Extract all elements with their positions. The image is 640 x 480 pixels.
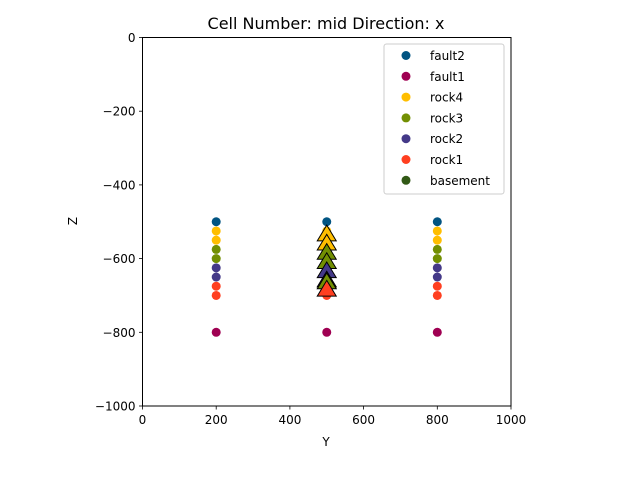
data-point-rock2 (211, 272, 221, 282)
y-tick-label: −1000 (95, 400, 136, 414)
x-tick-label: 200 (205, 413, 228, 427)
chart-title: Cell Number: mid Direction: x (208, 14, 445, 33)
legend-label-fault2: fault2 (430, 49, 465, 63)
data-point-rock1 (432, 281, 442, 291)
x-tick-label: 600 (352, 413, 375, 427)
y-tick-label: −600 (103, 252, 136, 266)
data-point-rock3 (211, 244, 221, 254)
data-point-rock3 (432, 244, 442, 254)
data-point-rock4 (211, 235, 221, 245)
legend-label-rock3: rock3 (430, 111, 463, 125)
data-point-rock4 (432, 235, 442, 245)
data-point-fault1 (432, 327, 442, 337)
data-point-rock1 (211, 290, 221, 300)
legend-marker-basement (401, 175, 411, 185)
y-axis: 0 −200 −400 −600 −800 −1000 (95, 31, 143, 414)
legend-label-rock4: rock4 (430, 91, 463, 105)
legend-label-rock1: rock1 (430, 153, 463, 167)
y-tick-label: −400 (103, 178, 136, 192)
data-point-rock3 (432, 254, 442, 264)
legend-marker-rock3 (401, 113, 411, 123)
data-point-rock2 (432, 263, 442, 273)
legend-marker-fault1 (401, 71, 411, 81)
y-tick-label: −200 (103, 105, 136, 119)
y-tick-label: 0 (128, 31, 136, 45)
legend-label-basement: basement (430, 174, 490, 188)
data-point-fault1 (322, 327, 332, 337)
legend-label-fault1: fault1 (430, 70, 465, 84)
x-axis: 0 200 400 600 800 1000 (139, 406, 527, 427)
data-point-rock4 (211, 226, 221, 236)
legend-marker-rock2 (401, 134, 411, 144)
y-tick-label: −800 (103, 326, 136, 340)
legend-marker-rock4 (401, 92, 411, 102)
data-point-fault1 (211, 327, 221, 337)
x-tick-label: 1000 (496, 413, 527, 427)
plot-frame (142, 37, 512, 407)
data-point-rock1 (211, 281, 221, 291)
data-point-fault2 (211, 217, 221, 227)
data-point-rock1 (432, 290, 442, 300)
data-point-rock2 (211, 263, 221, 273)
legend-label-rock2: rock2 (430, 132, 463, 146)
x-tick-label: 0 (139, 413, 147, 427)
legend-marker-fault2 (401, 51, 411, 60)
plot-marks (211, 217, 442, 337)
data-point-rock2 (432, 272, 442, 282)
x-tick-label: 800 (426, 413, 449, 427)
data-point-fault2 (322, 217, 332, 227)
x-axis-label: Y (321, 435, 330, 449)
legend: fault2 fault1 rock4 rock3 rock2 rock1 basement (383, 43, 505, 195)
data-point-rock4 (432, 226, 442, 236)
data-point-rock3 (211, 254, 221, 264)
x-tick-label: 400 (278, 413, 301, 427)
orientation-marker (316, 279, 338, 297)
data-point-fault2 (432, 217, 442, 227)
legend-box (383, 43, 505, 195)
legend-marker-rock1 (401, 155, 411, 164)
y-axis-label: Z (66, 217, 80, 225)
